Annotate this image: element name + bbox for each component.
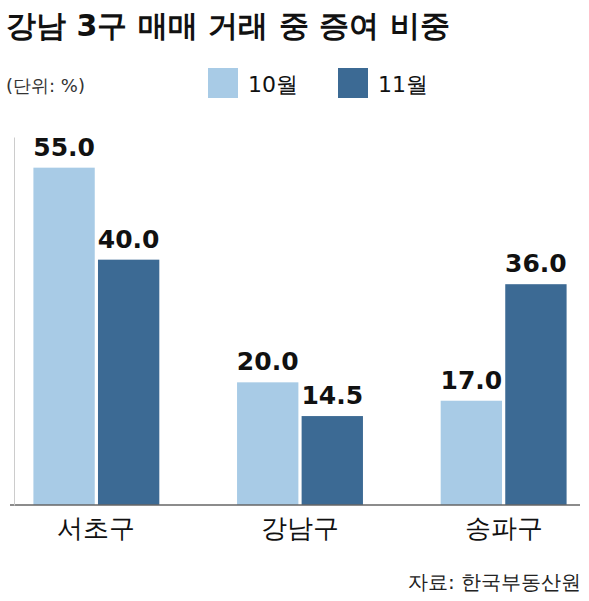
x-axis: 서초구 강남구 송파구: [10, 505, 580, 543]
source: 자료: 한국부동산원: [408, 570, 581, 594]
legend: 10월 11월: [208, 68, 428, 98]
data-label: 40.0: [98, 225, 160, 254]
bar: [33, 168, 94, 505]
x-tick: 강남구: [261, 505, 339, 543]
legend-swatch: [208, 68, 238, 98]
bar: [441, 401, 502, 505]
x-tick-label: 강남구: [261, 513, 339, 543]
legend-label: 10월: [248, 72, 298, 97]
chart: 강남 3구 매매 거래 중 증여 비중 (단위: %) 55.0 20.0 17.0 40…: [0, 0, 589, 601]
x-axis-line: [10, 504, 580, 506]
legend-swatch: [338, 68, 368, 98]
bars: [33, 168, 566, 505]
data-label: 36.0: [505, 249, 567, 278]
legend-label: 11월: [378, 72, 428, 97]
data-label: 20.0: [237, 347, 299, 376]
subtitle: (단위: %): [6, 75, 85, 96]
data-label: 14.5: [301, 381, 363, 410]
bar: [302, 416, 363, 505]
x-tick: 서초구: [57, 505, 135, 543]
x-tick-label: 서초구: [57, 513, 135, 543]
data-label: 55.0: [33, 133, 95, 162]
bar: [237, 382, 298, 505]
bar: [98, 260, 159, 505]
y-axis-line: [14, 138, 15, 506]
data-label: 17.0: [441, 366, 503, 395]
x-tick: 송파구: [465, 505, 543, 543]
title: 강남 3구 매매 거래 중 증여 비중: [6, 8, 450, 43]
x-tick-label: 송파구: [465, 513, 543, 543]
y-axis: [14, 138, 15, 506]
bar: [505, 284, 566, 505]
data-labels: 55.0 20.0 17.0 40.0 14.5 36.0: [33, 133, 567, 410]
